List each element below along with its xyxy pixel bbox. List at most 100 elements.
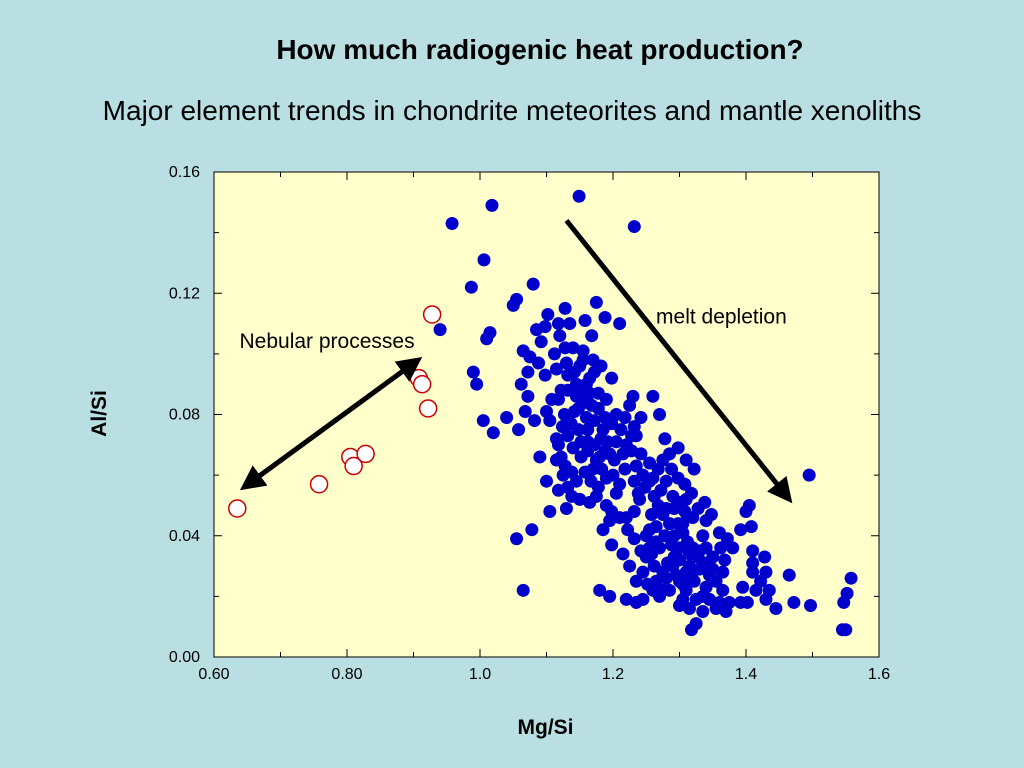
xenolith-point (679, 453, 693, 467)
xenolith-point (572, 189, 586, 203)
chondrite-point (356, 444, 375, 464)
xenolith-point (634, 411, 648, 425)
xenolith-point (578, 395, 592, 409)
xenolith-point (699, 580, 713, 594)
xenolith-point (605, 371, 619, 385)
xenolith-point (525, 523, 539, 537)
xenolith-point (667, 529, 681, 543)
xenolith-point (585, 329, 599, 343)
xenolith-point (594, 359, 608, 373)
xenolith-point (613, 317, 627, 331)
xenolith-point (759, 592, 773, 606)
xenolith-point (549, 362, 563, 376)
xenolith-point (659, 501, 673, 515)
chondrite-point (309, 474, 329, 494)
chondrite-point (412, 374, 432, 394)
xenolith-point (618, 462, 632, 476)
xenolith-point (556, 468, 570, 482)
xenolith-point (840, 586, 854, 600)
xenolith-point (477, 253, 491, 267)
xenolith-point (551, 317, 565, 331)
xenolith-point (719, 605, 733, 619)
xenolith-point (486, 426, 500, 440)
xenolith-point (684, 486, 698, 500)
xenolith-point (671, 441, 685, 455)
xenolith-point (545, 392, 559, 406)
x-tick-label: 0.60 (198, 666, 229, 683)
xenolith-point (589, 295, 603, 309)
xenolith-point (696, 529, 710, 543)
xenolith-point (619, 592, 633, 606)
xenolith-point (744, 520, 758, 534)
xenolith-point (627, 474, 641, 488)
y-tick-label: 0.04 (169, 528, 200, 545)
xenolith-point (581, 423, 595, 437)
x-tick-label: 0.80 (331, 666, 362, 683)
xenolith-point (626, 389, 640, 403)
xenolith-point (596, 523, 610, 537)
xenolith-point (464, 280, 478, 294)
slide-title: How much radiogenic heat production? (276, 34, 804, 65)
xenolith-point (553, 329, 567, 343)
xenolith-point (629, 595, 643, 609)
xenolith-point (673, 553, 686, 567)
xenolith-point (627, 505, 641, 518)
xenolith-point (483, 326, 497, 340)
x-tick-label: 1.6 (868, 666, 890, 683)
xenolith-point (534, 335, 548, 349)
xenolith-point (646, 389, 660, 403)
xenolith-point (629, 574, 643, 588)
y-axis-title: Al/Si (88, 390, 111, 437)
nebular-arrow (239, 356, 423, 491)
xenolith-point (636, 565, 650, 579)
xenolith-point (485, 198, 499, 212)
xenolith-point (782, 568, 796, 582)
xenolith-point (521, 365, 535, 379)
xenolith-point (629, 459, 643, 473)
xenolith-point (742, 498, 756, 512)
xenolith-point (709, 602, 723, 615)
xenolith-point (605, 417, 619, 431)
chondrite-point (422, 305, 442, 324)
xenolith-point (598, 311, 612, 324)
xenolith-point (433, 323, 447, 337)
xenolith-point (787, 595, 801, 609)
melt-depletion-arrow (564, 218, 793, 504)
xenolith-point (684, 623, 698, 637)
xenolith-point (540, 474, 553, 488)
xenolith-point (714, 541, 728, 555)
axis-labels: 0.60 0.80 1.0 1.2 1.4 1.6 0.00 0.04 0.08 0.12 0.16… (88, 164, 890, 739)
xenolith-point (746, 544, 760, 558)
xenolith-point (769, 602, 783, 615)
xenolith-point (656, 453, 670, 467)
xenolith-point (631, 486, 645, 500)
xenolith-point (558, 301, 572, 315)
xenolith-point (576, 344, 590, 358)
xenolith-point (589, 489, 603, 503)
xenolith-point (682, 602, 696, 615)
xenolith-point (716, 565, 730, 579)
xenolith-point (658, 432, 672, 446)
xenolith-point (547, 347, 561, 361)
xenolith-point (538, 368, 552, 382)
xenolith-point (549, 432, 563, 446)
xenolith-point (691, 501, 705, 515)
xenolith-point (598, 444, 612, 458)
xenolith-point (558, 341, 572, 355)
xenolith-point (663, 583, 677, 597)
data-points (228, 189, 858, 637)
xenolith-point (563, 317, 577, 331)
xenolith-point (579, 411, 593, 425)
xenolith-point (476, 414, 490, 428)
axis-ticks (213, 171, 880, 658)
xenolith-point (659, 571, 673, 585)
xenolith-point (646, 471, 660, 485)
xenolith-point (679, 565, 693, 579)
xenolith-point (591, 401, 605, 415)
xenolith-point (561, 383, 575, 397)
xenolith-point (510, 532, 524, 546)
xenolith-point (718, 553, 732, 567)
xenolith-point (709, 574, 723, 588)
xenolith-point (653, 408, 667, 421)
xenolith-point (603, 589, 617, 603)
